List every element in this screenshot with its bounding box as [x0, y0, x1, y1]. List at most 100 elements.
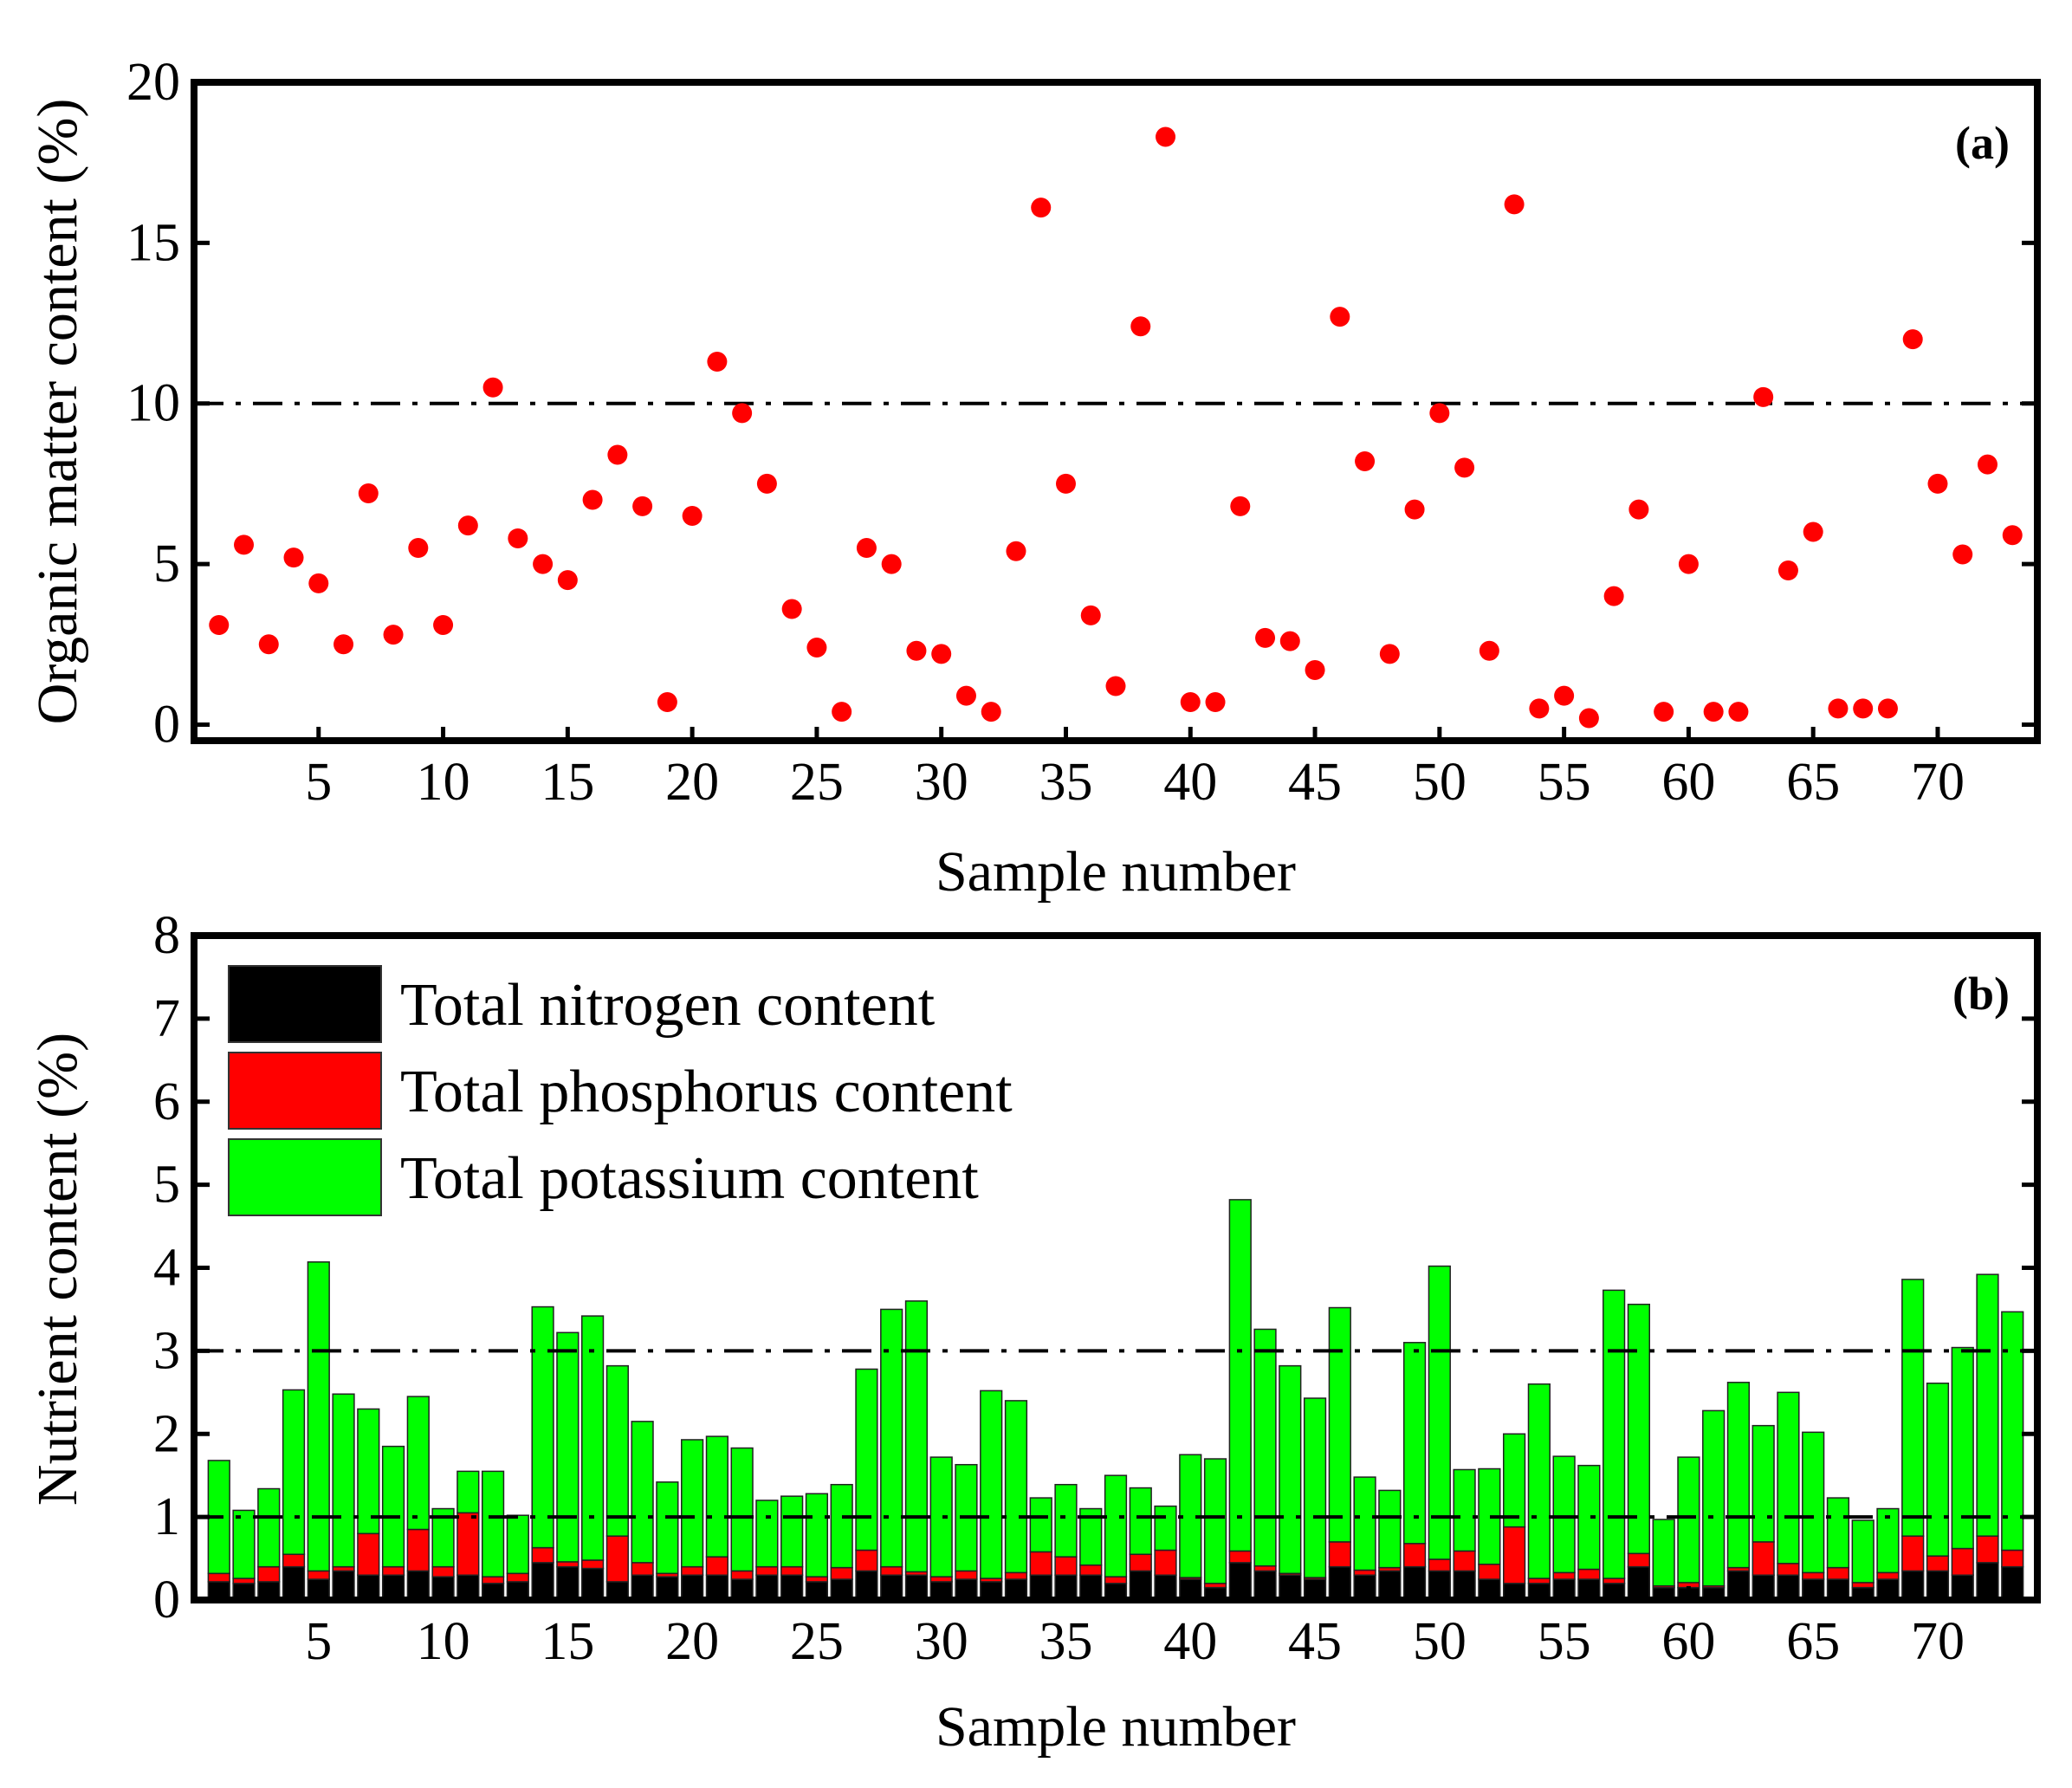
bar-potassium: [531, 1305, 554, 1549]
panel-b-plot-frame: [191, 932, 2041, 1603]
x-tick-label: 10: [417, 753, 470, 812]
panel-a-x-ticks: 5 10 15 20 25 30 35 40 45 50 55 60 65 70: [305, 727, 1965, 812]
data-point: [1479, 640, 1499, 661]
data-point: [1279, 631, 1300, 651]
bar-potassium: [282, 1389, 306, 1556]
bar-nitrogen: [1777, 1574, 1800, 1601]
bar-potassium: [1004, 1400, 1028, 1574]
legend-swatch-nitrogen: [228, 965, 382, 1043]
bar-phosphorus: [1104, 1576, 1128, 1584]
bar-phosphorus: [705, 1556, 729, 1576]
bar-phosphorus: [556, 1561, 580, 1568]
x-tick-label: 35: [1039, 753, 1092, 812]
bar-potassium: [481, 1470, 505, 1577]
bar-phosphorus: [830, 1566, 853, 1580]
panel-b-x-ticks: 5 10 15 20 25 30 35 40 45 50 55 60 65 70: [305, 1586, 1965, 1671]
bar-potassium: [307, 1261, 330, 1572]
panel-b-bars: [207, 1199, 2024, 1601]
x-tick-label: 30: [915, 753, 968, 812]
data-point: [1031, 198, 1052, 218]
bar-potassium: [1627, 1303, 1651, 1555]
bar-potassium: [805, 1493, 829, 1577]
bar-nitrogen: [855, 1570, 878, 1601]
data-point: [1404, 499, 1425, 520]
bar-potassium: [681, 1439, 704, 1568]
bar-potassium: [1154, 1505, 1177, 1552]
y-tick-label: 6: [153, 1072, 180, 1131]
bar-phosphorus: [1926, 1555, 1950, 1572]
bar-potassium: [406, 1396, 430, 1531]
data-point: [1504, 194, 1525, 215]
bar-phosphorus: [755, 1565, 779, 1576]
bar-phosphorus: [531, 1546, 554, 1564]
bar-potassium: [332, 1393, 355, 1568]
x-tick-label: 35: [1039, 1612, 1092, 1671]
data-point: [533, 554, 554, 574]
data-point: [1603, 586, 1624, 606]
x-tick-label: 45: [1288, 1612, 1342, 1671]
x-tick-label: 5: [305, 753, 332, 812]
bar-potassium: [381, 1445, 405, 1568]
bar-potassium: [1129, 1487, 1152, 1556]
data-point: [657, 692, 677, 713]
bar-phosphorus: [1802, 1571, 1825, 1580]
data-point: [1654, 702, 1674, 722]
x-tick-label: 55: [1538, 1612, 1591, 1671]
bar-phosphorus: [880, 1565, 903, 1576]
bar-phosphorus: [481, 1576, 505, 1584]
bar-phosphorus: [282, 1553, 306, 1568]
bar-potassium: [929, 1456, 953, 1577]
bar-phosphorus: [2001, 1549, 2024, 1568]
panel-a-y-ticks: 0 5 10 15 20: [126, 53, 2037, 754]
bar-potassium: [1453, 1468, 1476, 1552]
bar-phosphorus: [1453, 1550, 1476, 1572]
data-point: [1006, 541, 1026, 561]
x-tick-label: 55: [1538, 753, 1591, 812]
data-point: [1927, 473, 1948, 494]
bar-potassium: [232, 1509, 256, 1579]
bar-nitrogen: [1328, 1565, 1351, 1601]
data-point: [1205, 692, 1226, 713]
bar-nitrogen: [1253, 1570, 1277, 1601]
data-point: [383, 625, 404, 645]
data-point: [482, 377, 503, 398]
bar-phosphorus: [357, 1532, 380, 1576]
x-tick-label: 65: [1786, 753, 1840, 812]
bar-nitrogen: [1079, 1574, 1103, 1601]
data-point: [1105, 676, 1126, 696]
bar-nitrogen: [282, 1565, 306, 1601]
data-point: [508, 528, 528, 548]
x-tick-label: 50: [1413, 753, 1467, 812]
bar-phosphorus: [1054, 1556, 1078, 1576]
bar-potassium: [780, 1495, 804, 1568]
data-point: [557, 570, 578, 591]
bar-phosphorus: [1328, 1541, 1351, 1568]
bar-phosphorus: [406, 1528, 430, 1572]
bar-potassium: [1901, 1279, 1925, 1537]
bar-potassium: [1378, 1489, 1402, 1569]
bar-phosphorus: [381, 1565, 405, 1576]
bar-phosphorus: [1154, 1549, 1177, 1576]
panel-b-label: (b): [1952, 968, 2010, 1020]
bar-potassium: [1851, 1519, 1875, 1584]
x-tick-label: 20: [665, 753, 719, 812]
data-point: [1130, 316, 1151, 337]
bar-nitrogen: [1627, 1565, 1651, 1601]
data-point: [1952, 544, 1973, 565]
data-point: [707, 352, 728, 372]
data-point: [1728, 702, 1749, 722]
bar-phosphorus: [631, 1562, 654, 1576]
data-point: [632, 496, 653, 516]
x-tick-label: 15: [541, 1612, 594, 1671]
bar-phosphorus: [1029, 1551, 1052, 1576]
bar-potassium: [357, 1408, 380, 1535]
data-point: [258, 634, 279, 655]
legend-label-potassium: Total potassium content: [400, 1145, 979, 1212]
bar-nitrogen: [1901, 1570, 1925, 1601]
bar-potassium: [1926, 1383, 1950, 1557]
panel-b-x-axis-label: Sample number: [936, 1695, 1296, 1759]
bar-nitrogen: [1154, 1574, 1177, 1601]
bar-phosphorus: [1129, 1553, 1152, 1572]
